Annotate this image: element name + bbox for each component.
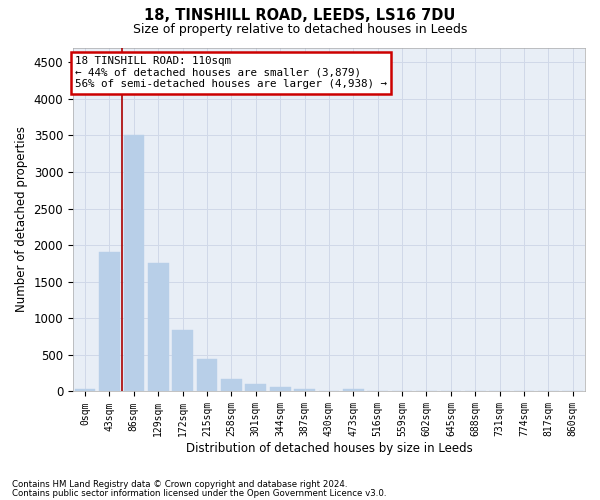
Text: Contains HM Land Registry data © Crown copyright and database right 2024.: Contains HM Land Registry data © Crown c… <box>12 480 347 489</box>
X-axis label: Distribution of detached houses by size in Leeds: Distribution of detached houses by size … <box>185 442 472 455</box>
Bar <box>75 390 95 392</box>
Bar <box>221 380 242 392</box>
Bar <box>172 330 193 392</box>
Y-axis label: Number of detached properties: Number of detached properties <box>15 126 28 312</box>
Text: Size of property relative to detached houses in Leeds: Size of property relative to detached ho… <box>133 22 467 36</box>
Bar <box>197 358 217 392</box>
Text: Contains public sector information licensed under the Open Government Licence v3: Contains public sector information licen… <box>12 490 386 498</box>
Text: 18 TINSHILL ROAD: 110sqm
← 44% of detached houses are smaller (3,879)
56% of sem: 18 TINSHILL ROAD: 110sqm ← 44% of detach… <box>75 56 387 90</box>
Bar <box>270 388 290 392</box>
Bar <box>99 252 120 392</box>
Bar <box>245 384 266 392</box>
Bar <box>124 136 144 392</box>
Bar <box>148 262 169 392</box>
Text: 18, TINSHILL ROAD, LEEDS, LS16 7DU: 18, TINSHILL ROAD, LEEDS, LS16 7DU <box>145 8 455 22</box>
Bar <box>319 390 340 392</box>
Bar <box>294 390 315 392</box>
Bar <box>343 388 364 392</box>
